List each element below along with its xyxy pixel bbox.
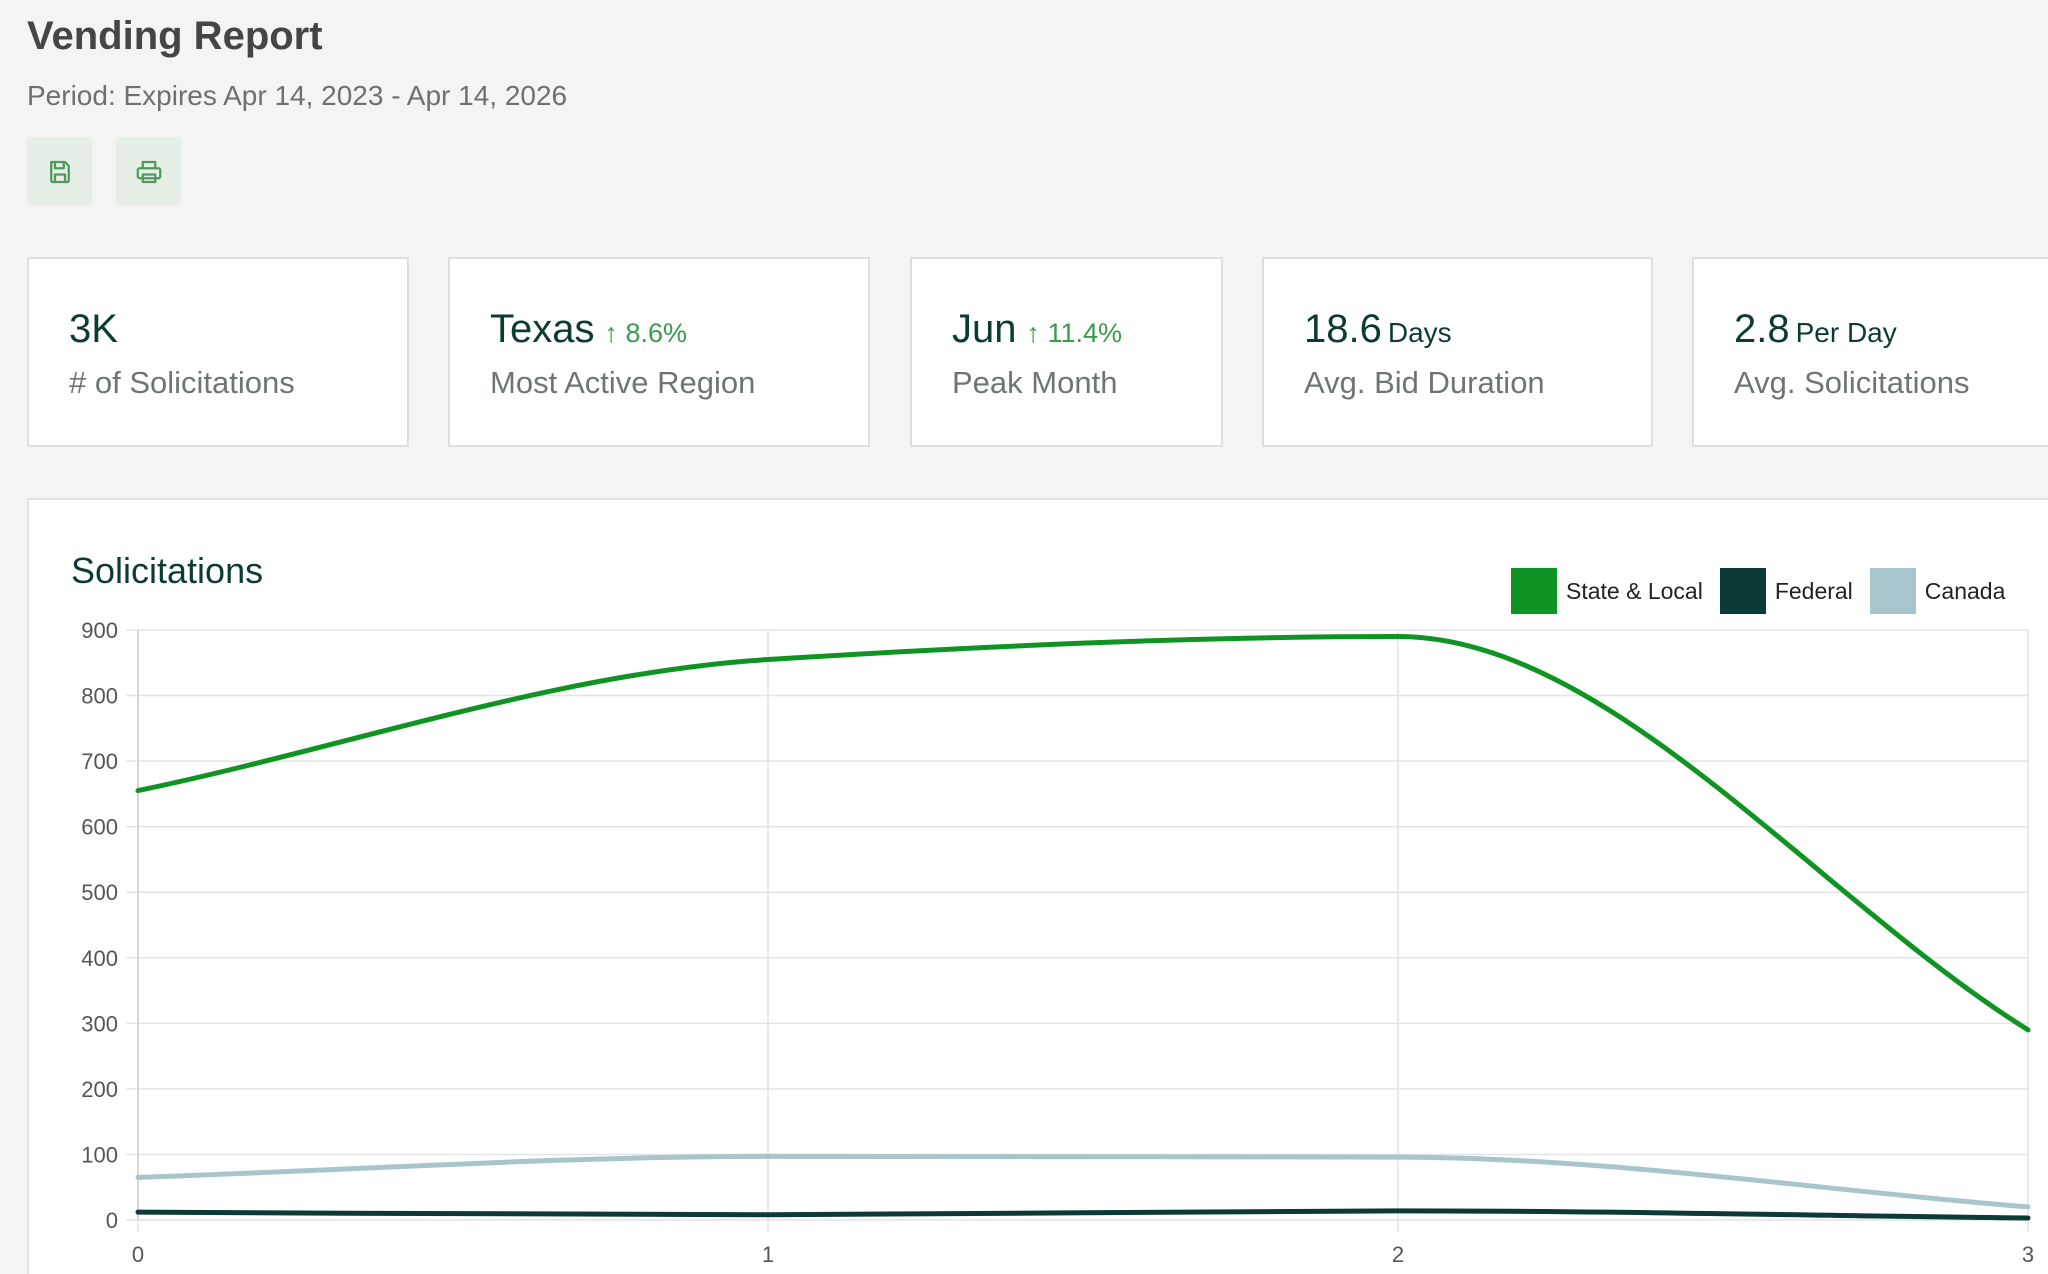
legend-item-state-local[interactable]: State & Local	[1511, 568, 1703, 614]
stat-unit: Days	[1387, 317, 1452, 348]
stat-label: Peak Month	[952, 365, 1118, 400]
toolbar	[27, 137, 181, 206]
y-tick-label: 300	[81, 1011, 118, 1036]
x-tick-label: 3	[2022, 1242, 2034, 1267]
legend-label: Canada	[1924, 577, 2006, 604]
page-title: Vending Report	[27, 14, 323, 58]
y-tick-label: 800	[81, 684, 118, 709]
stat-label: Avg. Bid Duration	[1304, 365, 1545, 400]
solicitations-line-chart: 0 100 200 300 400 500 600 700 800 900 0 1 2 3	[81, 618, 2034, 1267]
x-tick-label: 0	[132, 1242, 144, 1267]
trend-up-badge: ↑ 8.6%	[604, 318, 688, 348]
y-tick-label: 600	[81, 815, 118, 840]
stat-label: Most Active Region	[490, 365, 756, 400]
chart-title: Solicitations	[71, 550, 264, 591]
stat-card-peak-month: Jun ↑ 11.4% Peak Month	[910, 257, 1223, 447]
trend-up-badge: ↑ 11.4%	[1026, 318, 1123, 348]
y-tick-label: 100	[81, 1142, 118, 1167]
print-button[interactable]	[116, 137, 181, 206]
print-icon	[136, 160, 161, 183]
stat-value: 3K	[69, 307, 118, 351]
legend-label: Federal	[1774, 577, 1853, 604]
legend-swatch-federal	[1719, 568, 1766, 614]
solicitations-chart-panel: Solicitations State & Local Federal Cana…	[27, 498, 2048, 1274]
x-tick-label: 2	[1392, 1242, 1404, 1267]
stat-card-bid-duration: 18.6 Days Avg. Bid Duration	[1262, 257, 1653, 447]
legend-swatch-state-local	[1511, 568, 1557, 614]
stat-value: Texas	[490, 307, 595, 351]
stat-value: 2.8	[1734, 307, 1790, 351]
stat-card-avg-solicitations: 2.8 Per Day Avg. Solicitations	[1692, 257, 2048, 447]
y-tick-label: 900	[81, 618, 118, 643]
y-tick-label: 500	[81, 880, 118, 905]
chart-legend: State & Local Federal Canada	[1511, 568, 2022, 614]
stat-label: # of Solicitations	[69, 365, 295, 400]
stat-value: Jun	[952, 307, 1017, 351]
series-line-federal	[135, 1208, 2031, 1221]
y-tick-label: 200	[81, 1077, 118, 1102]
stat-label: Avg. Solicitations	[1734, 365, 1970, 400]
y-tick-label: 400	[81, 946, 118, 971]
save-icon	[49, 160, 70, 183]
stat-value: 18.6	[1304, 307, 1382, 351]
legend-item-federal[interactable]: Federal	[1719, 568, 1853, 614]
stat-unit: Per Day	[1795, 317, 1897, 348]
y-tick-label: 0	[106, 1208, 118, 1233]
series-line-canada	[135, 1153, 2031, 1210]
stat-card-solicitations: 3K # of Solicitations	[27, 257, 409, 447]
legend-item-canada[interactable]: Canada	[1869, 568, 2006, 614]
legend-swatch-canada	[1869, 568, 1916, 614]
x-tick-label: 1	[762, 1242, 774, 1267]
report-period: Period: Expires Apr 14, 2023 - Apr 14, 2…	[27, 80, 568, 111]
stat-card-active-region: Texas ↑ 8.6% Most Active Region	[448, 257, 870, 447]
save-button[interactable]	[27, 137, 92, 206]
y-tick-label: 700	[81, 749, 118, 774]
legend-label: State & Local	[1566, 577, 1703, 604]
series-line-state-local	[135, 634, 2031, 1033]
